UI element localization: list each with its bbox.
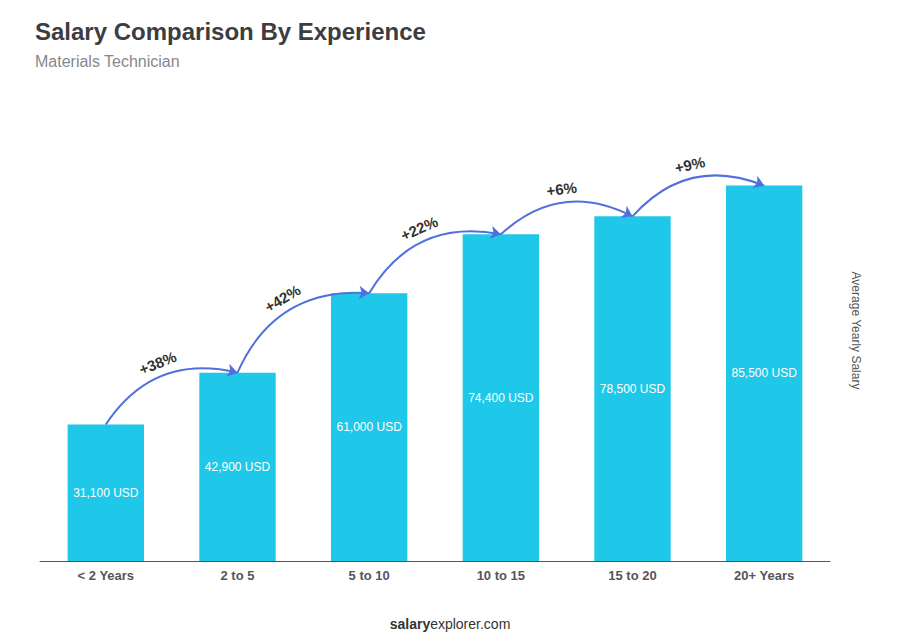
svg-text:salary: salary [390,616,431,632]
svg-text:42,900 USD: 42,900 USD [205,460,271,474]
svg-text:Materials Technician: Materials Technician [35,53,180,70]
svg-text:Average Yearly Salary: Average Yearly Salary [849,272,863,390]
svg-text:Salary Comparison By Experienc: Salary Comparison By Experience [35,18,426,45]
svg-text:+38%: +38% [136,348,178,378]
svg-text:explorer.com: explorer.com [430,616,510,632]
svg-text:10 to 15: 10 to 15 [477,568,525,583]
svg-text:20+ Years: 20+ Years [734,568,794,583]
svg-text:74,400 USD: 74,400 USD [468,391,534,405]
svg-text:5 to 10: 5 to 10 [349,568,390,583]
svg-text:+6%: +6% [545,178,577,199]
svg-text:+42%: +42% [261,281,303,316]
svg-text:15 to 20: 15 to 20 [608,568,656,583]
svg-text:+9%: +9% [673,153,707,176]
svg-text:+22%: +22% [398,213,440,244]
svg-text:2 to 5: 2 to 5 [221,568,255,583]
svg-text:78,500 USD: 78,500 USD [600,382,666,396]
svg-text:85,500 USD: 85,500 USD [731,366,797,380]
svg-text:61,000 USD: 61,000 USD [336,420,402,434]
svg-text:31,100 USD: 31,100 USD [73,486,139,500]
svg-text:< 2 Years: < 2 Years [78,568,135,583]
